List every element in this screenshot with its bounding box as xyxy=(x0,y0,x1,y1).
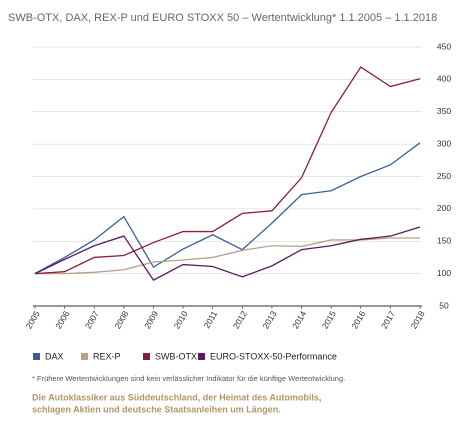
legend-swatch xyxy=(33,353,40,360)
chart-title: SWB-OTX, DAX, REX-P und EURO STOXX 50 – … xyxy=(8,12,437,24)
series-line xyxy=(34,142,421,275)
caption: schlagen Aktien und deutsche Staatsanlei… xyxy=(32,404,281,414)
legend-swatch xyxy=(198,353,205,360)
x-tick-label: 2014 xyxy=(290,309,308,331)
legend-swatch xyxy=(81,353,88,360)
y-tick-label: 350 xyxy=(437,106,451,116)
legend-label: EURO-STOXX-50-Performance xyxy=(210,351,337,361)
y-tick-label: 300 xyxy=(437,138,451,148)
legend-label: DAX xyxy=(45,351,64,361)
x-tick-label: 2015 xyxy=(320,309,338,331)
y-tick-label: 100 xyxy=(437,268,451,278)
x-tick-label: 2007 xyxy=(83,309,101,331)
y-tick-label: 250 xyxy=(437,171,451,181)
y-tick-label: 400 xyxy=(437,74,451,84)
y-tick-label: 200 xyxy=(437,203,451,213)
y-tick-label: 150 xyxy=(437,236,451,246)
x-tick-label: 2009 xyxy=(142,309,160,331)
series-line xyxy=(34,66,421,275)
x-tick-label: 2010 xyxy=(172,309,190,331)
series-line xyxy=(35,237,420,275)
x-tick-label: 2016 xyxy=(349,309,367,331)
caption: Die Autoklassiker aus Süddeutschland, de… xyxy=(32,392,321,402)
x-tick-label: 2011 xyxy=(202,309,220,330)
y-tick-label: 450 xyxy=(437,41,451,51)
legend-label: REX-P xyxy=(93,351,121,361)
x-tick-label: 2005 xyxy=(24,309,42,331)
x-tick-label: 2006 xyxy=(53,309,71,331)
legend-label: SWB-OTX xyxy=(155,351,197,361)
series-line xyxy=(34,226,421,281)
x-tick-label: 2013 xyxy=(260,309,278,331)
x-tick-label: 2012 xyxy=(231,309,249,331)
x-tick-label: 2018 xyxy=(409,309,427,331)
legend-swatch xyxy=(143,353,150,360)
x-tick-label: 2017 xyxy=(379,309,397,331)
footnote: * Frühere Wertentwicklungen sind kein ve… xyxy=(32,374,345,383)
y-tick-label: 50 xyxy=(439,300,449,310)
x-tick-label: 2008 xyxy=(112,309,130,331)
